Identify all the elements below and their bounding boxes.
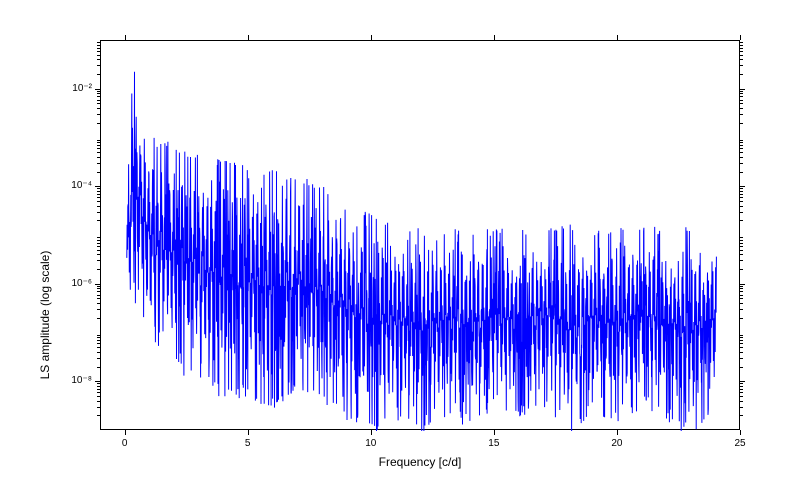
periodogram-chart: LS amplitude (log scale) Frequency [c/d]…: [0, 0, 800, 500]
y-axis-label: LS amplitude (log scale): [38, 235, 52, 395]
plot-area: [100, 40, 740, 430]
data-line: [101, 41, 741, 431]
x-axis-label: Frequency [c/d]: [379, 455, 462, 469]
